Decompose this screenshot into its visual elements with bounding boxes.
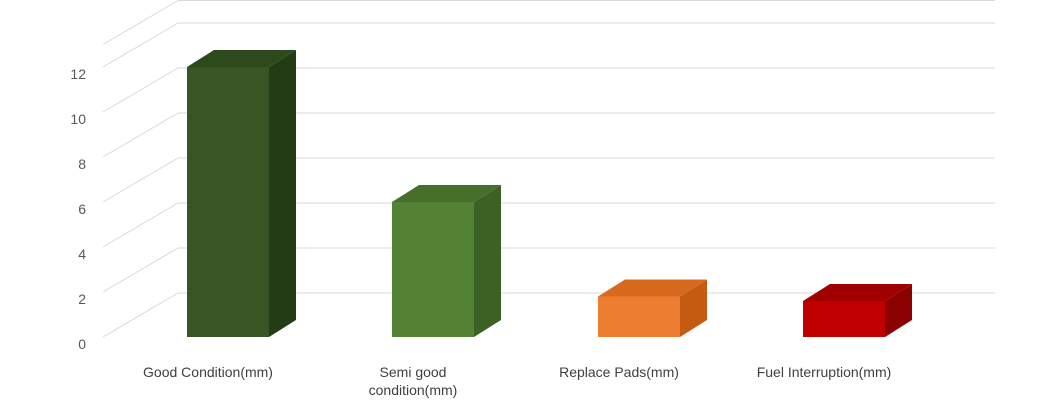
- bar: [187, 50, 296, 337]
- gridline-wall-top: [102, 0, 179, 45]
- y-axis: 0 2 4 6 8 10 12: [70, 66, 86, 352]
- bar-front: [598, 296, 680, 337]
- gridline-wall-4: [102, 202, 179, 248]
- bar-side: [474, 185, 501, 337]
- bar-front: [392, 202, 474, 337]
- y-tick-label: 12: [70, 66, 86, 82]
- x-axis: Good Condition(mm) Semi good condition(mm)…: [143, 364, 891, 398]
- bar-side: [269, 50, 296, 337]
- bar-top: [392, 185, 501, 202]
- gridline-wall-6: [102, 157, 179, 203]
- bar-side: [885, 284, 912, 337]
- x-tick-label-line: Semi good: [380, 364, 447, 380]
- bar-front: [803, 301, 885, 337]
- x-tick-label: Replace Pads(mm): [559, 364, 679, 380]
- x-tick-label: Semi good condition(mm): [369, 364, 458, 398]
- bar-top: [803, 284, 912, 301]
- y-tick-label: 8: [78, 156, 86, 172]
- gridline-wall-8: [102, 112, 179, 158]
- x-tick-label-line: Fuel Interruption(mm): [757, 364, 892, 380]
- bar: [803, 284, 912, 337]
- gridline-wall-2: [102, 247, 179, 293]
- x-tick-label: Good Condition(mm): [143, 364, 273, 380]
- bar-top: [187, 50, 296, 67]
- gridline-wall-10: [102, 67, 179, 113]
- bar: [392, 185, 501, 337]
- y-tick-label: 10: [70, 111, 86, 127]
- gridline-wall-0: [102, 292, 179, 338]
- y-tick-label: 6: [78, 201, 86, 217]
- y-tick-label: 2: [78, 291, 86, 307]
- bar-top: [598, 279, 707, 297]
- x-tick-label-line: Good Condition(mm): [143, 364, 273, 380]
- x-tick-label-line: condition(mm): [369, 382, 458, 398]
- bar-side: [680, 279, 707, 337]
- x-tick-label: Fuel Interruption(mm): [757, 364, 892, 380]
- y-tick-label: 0: [78, 336, 86, 352]
- bars: [187, 50, 912, 337]
- bar-front: [187, 67, 269, 337]
- y-tick-label: 4: [78, 246, 86, 262]
- gridline-wall-12: [102, 22, 179, 68]
- bar: [598, 279, 707, 337]
- gridlines: [102, 0, 995, 338]
- x-tick-label-line: Replace Pads(mm): [559, 364, 679, 380]
